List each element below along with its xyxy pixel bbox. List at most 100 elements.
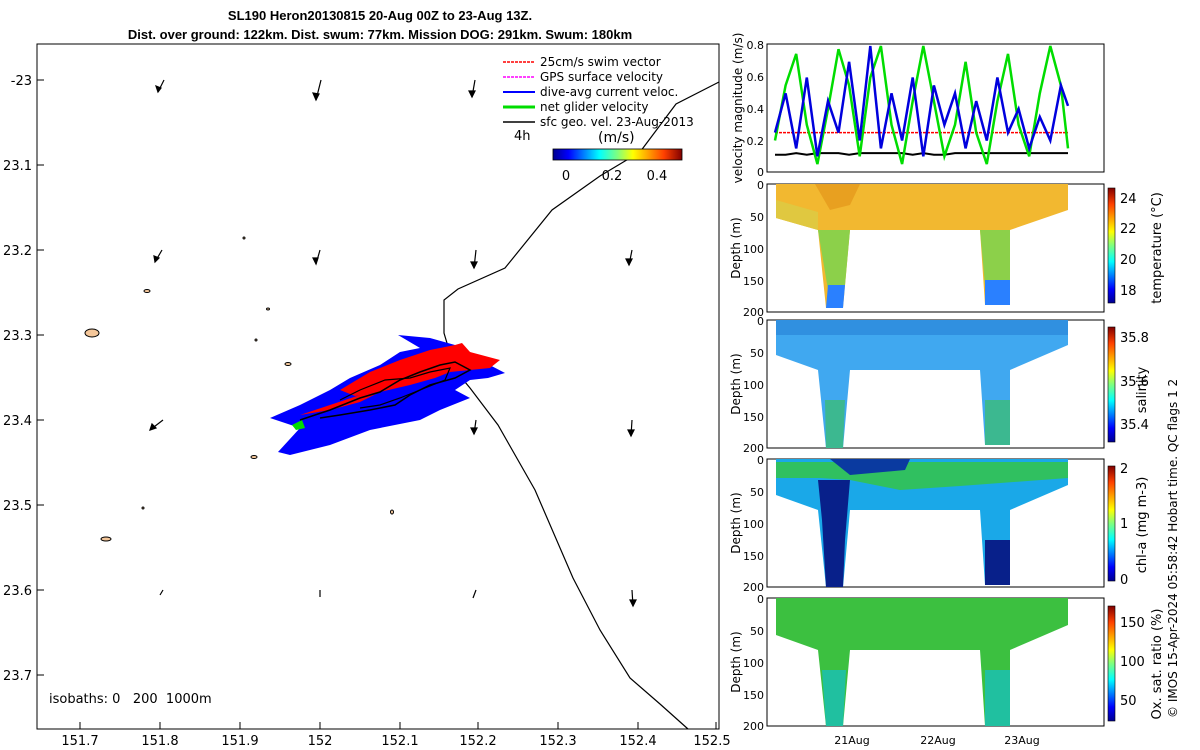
velocity-ytick: 0.8 — [747, 39, 765, 52]
swim-vectors-red — [340, 343, 500, 396]
temperature-ytick: 0 — [757, 179, 764, 192]
temperature-ytick: 50 — [750, 211, 764, 224]
geo-velocity-arrowhead — [470, 261, 478, 270]
map-legend: 25cm/s swim vector GPS surface velocity … — [503, 55, 694, 129]
map-xtick-label: 151.9 — [221, 734, 258, 749]
map-ytick-label: 23.5 — [3, 499, 32, 514]
temperature-colorbar — [1107, 187, 1116, 304]
chlorophyll-ytick: 0 — [757, 454, 764, 467]
reef-island — [100, 536, 112, 542]
chlorophyll-low-2 — [985, 540, 1010, 585]
legend-label-swim-vector: 25cm/s swim vector — [540, 55, 661, 69]
map-xtick-label: 152.2 — [459, 734, 496, 749]
oxygen-ytick: 50 — [750, 625, 764, 638]
geo-velocity-arrowhead — [627, 429, 635, 438]
temperature-colorbar-label: temperature (°C) — [1150, 192, 1165, 304]
map-colorbar-time: 4h — [514, 129, 531, 144]
velocity-ytick: 0 — [757, 166, 764, 179]
chlorophyll-surface-low — [830, 459, 910, 475]
reef-island — [250, 455, 258, 459]
temperature-cool-descent-2 — [980, 230, 1010, 285]
glider-path-lines — [299, 361, 472, 421]
map-x-ticks: 151.7 151.8 151.9 152 152.1 152.2 152.3 … — [61, 722, 731, 749]
oxygen-deep-2 — [985, 670, 1010, 726]
chlorophyll-panel: 0 50 100 150 200 Depth (m) 2 1 0 chl-a (… — [729, 454, 1150, 594]
salinity-deep-green-2 — [985, 400, 1010, 445]
track-map: 151.7 151.8 151.9 152 152.1 152.2 152.3 … — [3, 43, 731, 749]
map-y-ticks: -23 23.1 23.2 23.3 23.4 23.5 23.6 23.7 — [3, 74, 44, 684]
salinity-ytick: 100 — [743, 379, 764, 392]
reef-island — [84, 328, 100, 338]
map-ytick-label: 23.2 — [3, 244, 32, 259]
temperature-cool-descent-2b — [985, 280, 1010, 305]
oxygen-deep-1 — [822, 670, 846, 726]
velocity-line-net-glider — [773, 45, 1070, 165]
reef-island — [242, 236, 246, 240]
salinity-ytick: 0 — [757, 315, 764, 328]
salinity-colorbar-tick: 35.8 — [1120, 331, 1149, 346]
reef-island — [390, 509, 394, 515]
salinity-ylabel: Depth (m) — [729, 353, 743, 414]
chlorophyll-colorbar-tick: 1 — [1120, 517, 1128, 532]
map-colorbar — [552, 148, 683, 161]
salinity-ytick: 200 — [743, 442, 764, 455]
map-xtick-label: 152 — [308, 734, 333, 749]
geo-velocity-arrowhead — [312, 92, 320, 102]
oxygen-ytick: 0 — [757, 593, 764, 606]
date-xtick: 21Aug — [834, 734, 869, 747]
chlorophyll-ytick: 100 — [743, 518, 764, 531]
temperature-colorbar-tick: 22 — [1120, 222, 1137, 237]
chlorophyll-ylabel: Depth (m) — [729, 492, 743, 553]
temperature-colorbar-tick: 24 — [1120, 192, 1137, 207]
salinity-panel: 0 50 100 150 200 Depth (m) 35.8 35.6 35.… — [729, 315, 1150, 455]
velocity-ytick: 0.2 — [747, 135, 765, 148]
glider-track-cluster — [270, 335, 505, 455]
geo-velocity-arrowhead — [629, 599, 637, 608]
oxygen-ytick: 150 — [743, 689, 764, 702]
legend-label-gps-velocity: GPS surface velocity — [540, 70, 663, 84]
date-xtick: 22Aug — [920, 734, 955, 747]
temperature-colorbar-tick: 20 — [1120, 253, 1137, 268]
oxygen-colorbar-tick: 150 — [1120, 616, 1145, 631]
oxygen-colorbar-tick: 50 — [1120, 694, 1137, 709]
chlorophyll-ytick: 200 — [743, 581, 764, 594]
temperature-section — [776, 184, 1068, 308]
map-xtick-label: 151.7 — [61, 734, 98, 749]
geo-velocity-arrowhead — [155, 84, 162, 94]
reef-island — [266, 307, 270, 311]
geo-velocity-arrowhead — [468, 90, 476, 99]
temperature-ytick: 150 — [743, 275, 764, 288]
date-xtick: 23Aug — [1004, 734, 1039, 747]
map-ytick-label: 23.4 — [3, 414, 32, 429]
net-velocity-green — [292, 420, 305, 430]
temperature-ylabel: Depth (m) — [729, 217, 743, 278]
time-series-panels: 0.8 0.6 0.4 0.2 0 velocity magnitude (m/… — [729, 33, 1165, 747]
temperature-cool-descent-1 — [818, 230, 850, 290]
map-xtick-label: 152.1 — [381, 734, 418, 749]
map-ytick-label: 23.3 — [3, 329, 32, 344]
temperature-yellow-layer — [776, 200, 818, 230]
oxygen-ylabel: Depth (m) — [729, 631, 743, 692]
oxygen-ytick: 100 — [743, 657, 764, 670]
salinity-colorbar-label: salinity — [1135, 366, 1150, 413]
temperature-ytick: 200 — [743, 306, 764, 319]
chlorophyll-colorbar-tick: 0 — [1120, 573, 1128, 588]
reef-island — [254, 338, 258, 342]
geo-velocity-arrows — [149, 79, 637, 608]
imos-credit: © IMOS 15-Apr-2024 05:58:42 Hobart time.… — [1166, 378, 1180, 718]
velocity-ylabel: velocity magnitude (m/s) — [731, 33, 745, 184]
temperature-panel: 0 50 100 150 200 Depth (m) 24 22 20 18 t… — [729, 179, 1165, 319]
map-ytick-label: 23.1 — [3, 159, 32, 174]
legend-label-dive-avg: dive-avg current veloc. — [540, 85, 678, 99]
map-colorbar-tick: 0 — [562, 169, 570, 184]
chlorophyll-colorbar-label: chl-a (mg m-3) — [1135, 477, 1150, 574]
map-colorbar-label: (m/s) — [598, 130, 635, 146]
legend-label-sfc-geo: sfc geo. vel. 23-Aug-2013 — [540, 115, 694, 129]
salinity-surface-blue — [776, 320, 1068, 335]
temperature-colorbar-tick: 18 — [1120, 284, 1137, 299]
map-colorbar-tick: 0.4 — [647, 169, 668, 184]
map-colorbar-tick: 0.2 — [602, 169, 623, 184]
map-ytick-label: -23 — [11, 74, 32, 89]
chlorophyll-ytick: 150 — [743, 550, 764, 563]
temperature-warm-band — [815, 184, 860, 210]
